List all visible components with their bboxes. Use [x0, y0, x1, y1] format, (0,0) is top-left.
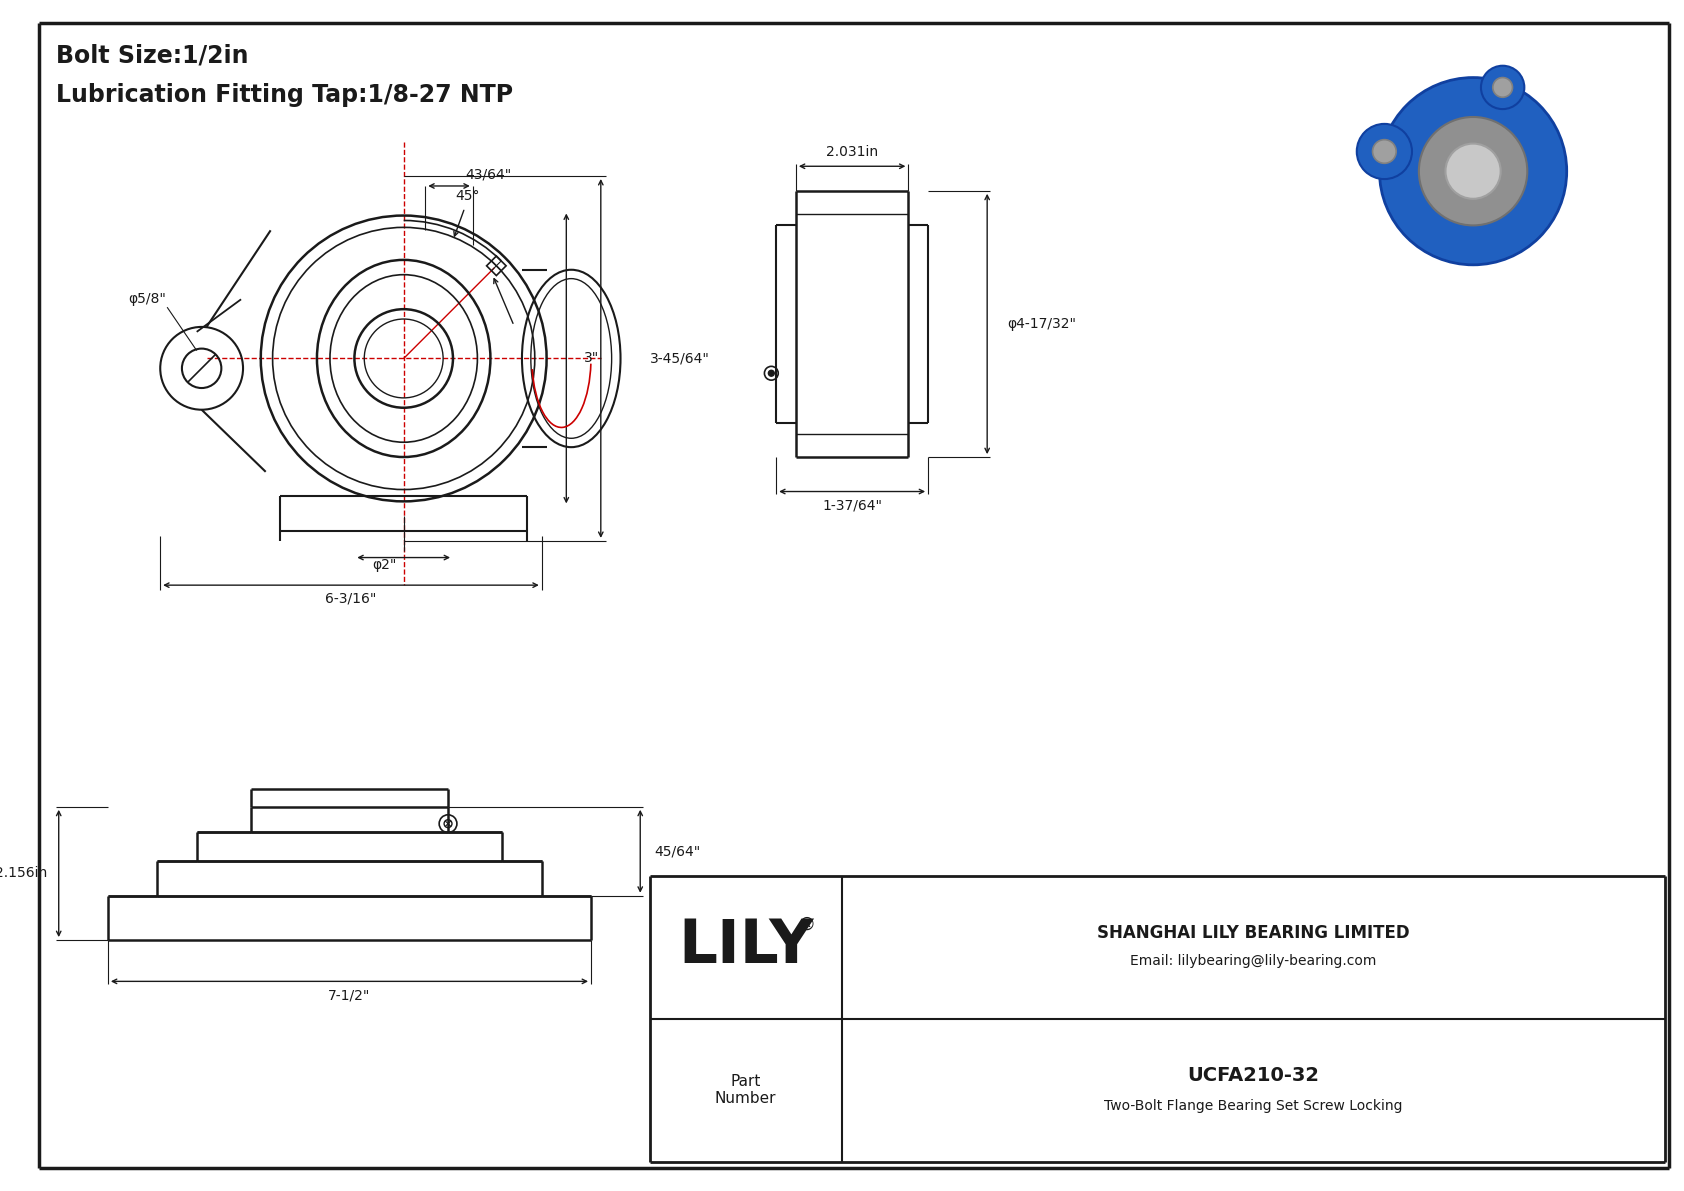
Text: 3-45/64": 3-45/64" [650, 351, 711, 366]
Circle shape [1492, 77, 1512, 98]
Text: φ2": φ2" [372, 559, 396, 573]
Text: 7-1/2": 7-1/2" [328, 989, 370, 1002]
Text: 3": 3" [584, 351, 600, 366]
Text: 2.156in: 2.156in [0, 866, 47, 880]
Text: Email: lilybearing@lily-bearing.com: Email: lilybearing@lily-bearing.com [1130, 954, 1376, 967]
Circle shape [768, 370, 775, 376]
Text: 45°: 45° [455, 189, 480, 202]
Text: UCFA210-32: UCFA210-32 [1187, 1066, 1319, 1085]
Text: 6-3/16": 6-3/16" [325, 592, 376, 606]
Text: ®: ® [798, 916, 815, 934]
Text: 43/64": 43/64" [465, 167, 512, 181]
Text: LILY: LILY [679, 917, 813, 977]
Circle shape [1379, 77, 1566, 264]
Circle shape [1357, 124, 1411, 179]
Text: Part
Number: Part Number [716, 1073, 776, 1106]
Text: Bolt Size:1/2in: Bolt Size:1/2in [56, 44, 248, 68]
Text: 45/64": 45/64" [655, 844, 701, 859]
Circle shape [1445, 144, 1500, 199]
Circle shape [1480, 66, 1524, 110]
Text: Two-Bolt Flange Bearing Set Screw Locking: Two-Bolt Flange Bearing Set Screw Lockin… [1105, 1098, 1403, 1112]
Circle shape [1420, 117, 1527, 225]
Text: 2.031in: 2.031in [827, 145, 877, 160]
Circle shape [1372, 139, 1396, 163]
Text: SHANGHAI LILY BEARING LIMITED: SHANGHAI LILY BEARING LIMITED [1096, 924, 1410, 942]
Text: φ5/8": φ5/8" [128, 292, 167, 306]
Text: φ4-17/32": φ4-17/32" [1007, 317, 1076, 331]
Text: Lubrication Fitting Tap:1/8-27 NTP: Lubrication Fitting Tap:1/8-27 NTP [56, 83, 514, 107]
Text: 1-37/64": 1-37/64" [822, 498, 882, 512]
